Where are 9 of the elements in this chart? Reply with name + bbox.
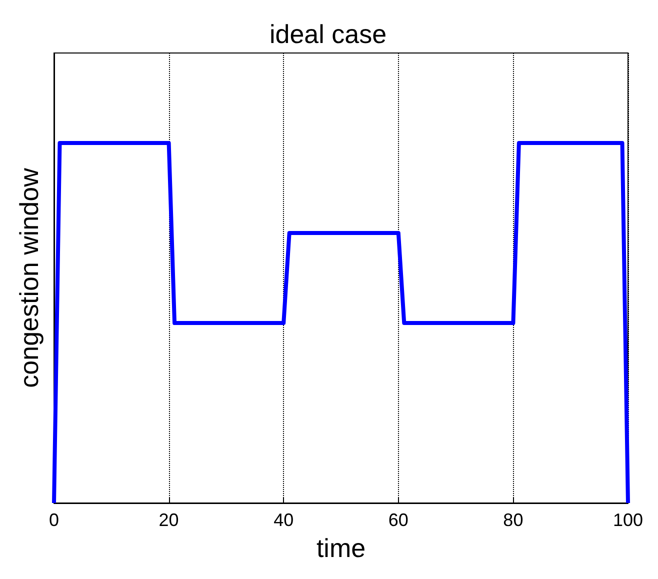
x-tick-label: 40	[274, 510, 294, 530]
y-axis-title: congestion window	[14, 168, 44, 388]
x-tick-label: 20	[158, 510, 179, 530]
x-axis-title: time	[316, 533, 366, 563]
x-tick-label: 100	[612, 510, 644, 530]
x-tick-label: 60	[388, 510, 408, 530]
x-tick-label: 80	[503, 510, 524, 530]
chart-title: ideal case	[269, 19, 387, 49]
x-tick-label: 0	[48, 510, 60, 530]
